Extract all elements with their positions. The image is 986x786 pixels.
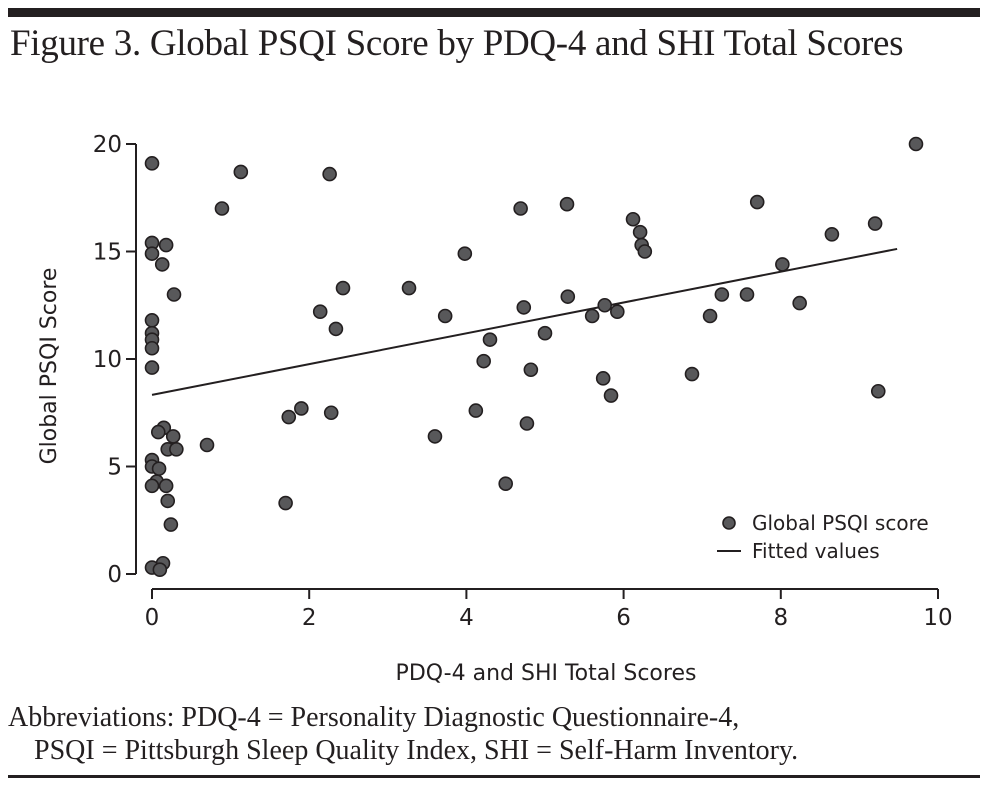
data-point xyxy=(160,493,176,509)
data-point xyxy=(322,166,337,182)
data-point xyxy=(166,287,182,302)
data-point xyxy=(144,156,160,171)
data-point xyxy=(169,441,184,457)
y-tick-label: 5 xyxy=(107,455,122,481)
data-point xyxy=(150,424,166,440)
data-point xyxy=(199,437,215,453)
data-point xyxy=(516,300,532,315)
top-rule xyxy=(8,8,980,17)
data-point xyxy=(595,371,611,386)
figure-title: Figure 3. Global PSQI Score by PDQ-4 and… xyxy=(10,23,904,64)
data-point xyxy=(610,304,625,320)
data-point xyxy=(144,360,160,375)
data-point xyxy=(714,287,730,302)
data-point xyxy=(584,308,600,324)
x-tick-label: 4 xyxy=(459,605,474,631)
data-point xyxy=(154,257,170,272)
x-tick-label: 0 xyxy=(145,605,160,631)
fitted-values-line xyxy=(151,247,898,396)
data-point xyxy=(144,246,160,261)
legend: Global PSQI score Fitted values xyxy=(717,511,929,563)
data-point xyxy=(151,461,167,476)
data-point xyxy=(775,257,790,272)
data-point xyxy=(165,429,181,444)
data-point xyxy=(559,196,575,212)
data-point xyxy=(437,308,453,324)
data-point xyxy=(637,244,653,259)
data-point xyxy=(792,295,807,311)
data-point xyxy=(870,383,886,399)
data-point xyxy=(476,353,491,369)
abbreviations-line-1: Abbreviations: PDQ-4 = Personality Diagn… xyxy=(8,702,740,733)
y-tick-label: 15 xyxy=(93,240,122,266)
x-tick-label: 2 xyxy=(302,605,317,631)
data-point xyxy=(401,280,417,296)
data-point xyxy=(144,478,160,494)
data-point xyxy=(739,287,755,302)
data-point xyxy=(144,312,160,328)
data-point xyxy=(523,362,539,378)
x-axis-label: PDQ-4 and SHI Total Scores xyxy=(396,661,697,686)
y-axis-label: Global PSQI Score xyxy=(37,268,62,465)
abbreviations-line-2: PSQI = Pittsburgh Sleep Quality Index, S… xyxy=(34,735,799,766)
data-point xyxy=(233,164,249,180)
data-point xyxy=(281,409,297,425)
data-point xyxy=(603,388,619,403)
data-point xyxy=(278,495,293,511)
data-point xyxy=(537,325,553,341)
data-point xyxy=(684,366,700,382)
y-tick-label: 0 xyxy=(107,562,122,588)
data-point xyxy=(163,517,179,532)
abbreviations-note: Abbreviations: PDQ-4 = Personality Diagn… xyxy=(8,701,798,767)
data-point xyxy=(560,289,576,304)
y-tick-label: 20 xyxy=(93,132,122,158)
x-tick-label: 8 xyxy=(773,605,788,631)
data-point xyxy=(632,224,648,240)
y-tick-label: 10 xyxy=(93,347,122,373)
legend-label-points: Global PSQI score xyxy=(752,511,929,535)
fitted-line-group xyxy=(151,247,898,396)
scatter-points xyxy=(144,136,924,578)
data-point xyxy=(294,401,309,416)
data-point xyxy=(498,476,514,492)
data-point xyxy=(702,308,718,324)
legend-label-fitted: Fitted values xyxy=(752,539,880,563)
data-point xyxy=(312,304,328,320)
data-point xyxy=(427,429,443,444)
data-point xyxy=(824,227,840,242)
data-point xyxy=(323,405,339,421)
legend-marker-points xyxy=(722,516,736,530)
data-point xyxy=(214,201,230,216)
data-point xyxy=(597,297,613,313)
data-point xyxy=(152,562,168,578)
data-point xyxy=(513,201,528,216)
data-point xyxy=(457,246,473,261)
data-point xyxy=(158,237,174,253)
data-point xyxy=(335,280,351,296)
axes: 0 5 10 15 20 0 2 4 6 8 10 xyxy=(93,132,953,631)
data-point xyxy=(867,216,883,231)
data-point xyxy=(908,136,924,152)
data-point xyxy=(482,332,498,347)
data-point xyxy=(519,416,535,431)
data-point xyxy=(158,478,174,494)
data-point xyxy=(749,194,765,210)
data-point xyxy=(625,211,641,227)
data-point xyxy=(328,321,344,337)
bottom-rule xyxy=(8,775,980,778)
x-tick-label: 10 xyxy=(923,605,952,631)
x-tick-label: 6 xyxy=(616,605,631,631)
data-point xyxy=(144,340,160,356)
data-point xyxy=(468,403,484,418)
